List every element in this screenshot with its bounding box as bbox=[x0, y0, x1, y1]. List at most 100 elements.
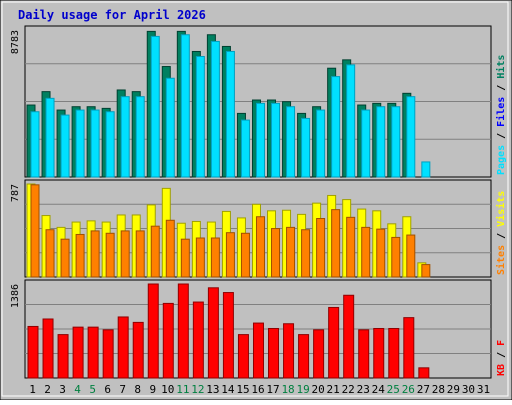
kb-panel-bar-kb bbox=[72, 326, 84, 379]
visits-panel-bar-sites bbox=[346, 216, 356, 278]
kb-panel-bar-kb bbox=[237, 334, 249, 379]
visits-panel-bar-sites bbox=[331, 209, 341, 278]
visits-panel-legend-separator: / bbox=[496, 227, 507, 245]
kb-panel-bar-kb bbox=[388, 327, 400, 379]
kb-panel-bar-kb bbox=[268, 327, 280, 379]
visits-panel-bar-sites bbox=[406, 234, 416, 278]
visits-panel-bar-sites bbox=[105, 232, 115, 278]
hits-panel-legend: Pages / Files / Hits bbox=[495, 55, 507, 175]
x-tick-label: 6 bbox=[104, 383, 111, 396]
hits-panel-bar-pages bbox=[30, 111, 40, 178]
kb-panel-bar-kb bbox=[252, 322, 264, 379]
kb-panel-bar-kb bbox=[42, 318, 54, 379]
kb-panel-legend-separator: / bbox=[496, 346, 507, 364]
chart-title: Daily usage for April 2026 bbox=[18, 8, 206, 22]
x-tick-label: 5 bbox=[89, 383, 96, 396]
kb-panel-bar-kb bbox=[102, 329, 114, 379]
x-tick-label: 13 bbox=[206, 383, 219, 396]
visits-panel: 787 Sites / Visits bbox=[10, 179, 507, 278]
hits-panel-bar-pages bbox=[331, 76, 341, 178]
kb-panel-bar-kb bbox=[192, 301, 204, 379]
visits-panel-bar-sites bbox=[75, 233, 85, 278]
x-tick-label: 20 bbox=[312, 383, 325, 396]
hits-panel-ymax-label: 8783 bbox=[10, 30, 21, 54]
visits-panel-legend-sites: Sites bbox=[495, 245, 507, 275]
x-tick-label: 4 bbox=[74, 383, 81, 396]
visits-panel-bar-sites bbox=[195, 237, 205, 278]
hits-panel-legend-pages: Pages bbox=[496, 145, 507, 175]
hits-panel-bar-pages bbox=[135, 96, 145, 178]
hits-panel-bar-pages bbox=[225, 50, 235, 178]
x-tick-label: 2 bbox=[44, 383, 51, 396]
x-tick-label: 11 bbox=[176, 383, 189, 396]
hits-panel: 8783 Pages / Files / Hits bbox=[10, 25, 507, 178]
kb-panel-bar-kb bbox=[343, 294, 355, 379]
x-tick-label: 3 bbox=[59, 383, 66, 396]
kb-panel-bar-kb bbox=[313, 329, 325, 379]
x-tick-label: 12 bbox=[191, 383, 204, 396]
hits-panel-bar-pages bbox=[180, 34, 190, 178]
x-tick-label: 10 bbox=[161, 383, 174, 396]
visits-panel-bar-sites bbox=[361, 226, 371, 278]
hits-panel-bar-pages bbox=[105, 111, 115, 178]
hits-panel-bar-pages bbox=[255, 102, 265, 178]
visits-panel-bar-sites bbox=[165, 219, 175, 278]
x-tick-label: 7 bbox=[119, 383, 126, 396]
visits-panel-bar-sites bbox=[240, 232, 250, 278]
kb-panel-bar-kb bbox=[298, 334, 310, 379]
x-tick-label: 18 bbox=[281, 383, 294, 396]
visits-panel-bar-sites bbox=[60, 238, 70, 278]
chart-inner-border bbox=[1, 1, 509, 397]
x-tick-label: 14 bbox=[221, 383, 235, 396]
kb-panel-bar-kb bbox=[403, 317, 415, 379]
hits-panel-legend-separator: / bbox=[496, 127, 507, 145]
kb-panel-bar-kb bbox=[328, 306, 340, 379]
hits-panel-bar-pages bbox=[90, 109, 100, 178]
hits-panel-bar-pages bbox=[210, 40, 220, 178]
kb-panel-bar-kb bbox=[283, 323, 295, 379]
visits-panel-bar-sites bbox=[120, 230, 130, 278]
hits-panel-bar-pages bbox=[150, 35, 160, 178]
hits-panel-bar-pages bbox=[271, 102, 281, 178]
hits-panel-legend-files: Files bbox=[495, 97, 507, 127]
x-tick-label: 8 bbox=[134, 383, 141, 396]
visits-panel-bar-sites bbox=[135, 230, 145, 278]
kb-panel-bar-kb bbox=[87, 326, 99, 379]
visits-panel-bar-sites bbox=[45, 229, 55, 278]
visits-panel-bar-sites bbox=[376, 228, 386, 278]
x-tick-label: 31 bbox=[477, 383, 490, 396]
hits-panel-bar-pages bbox=[240, 119, 250, 178]
kb-panel-bar-kb bbox=[373, 327, 385, 379]
visits-panel-bar-sites bbox=[150, 225, 160, 278]
hits-panel-bar-pages bbox=[406, 96, 416, 178]
visits-panel-bar-sites bbox=[286, 226, 296, 278]
kb-panel-bar-kb bbox=[147, 283, 159, 379]
visits-panel-legend: Sites / Visits bbox=[495, 191, 507, 275]
x-axis: 1 2 3 4 5 6 7 8 9 10 11 12 13 14 15 16 17 18 19 20 21 22 23 24 2… bbox=[29, 383, 490, 396]
x-tick-label: 29 bbox=[447, 383, 460, 396]
kb-panel-bar-kb bbox=[27, 325, 39, 379]
kb-panel-bar-kb bbox=[132, 321, 144, 379]
hits-panel-bar-pages bbox=[75, 109, 85, 178]
kb-panel-bar-kb bbox=[222, 292, 234, 379]
hits-panel-bar-pages bbox=[316, 109, 326, 178]
visits-panel-bar-sites bbox=[271, 228, 281, 278]
hits-panel-bar-pages bbox=[361, 109, 371, 178]
visits-panel-bar-sites bbox=[421, 264, 431, 278]
visits-panel-bar-sites bbox=[301, 229, 311, 278]
hits-panel-bar-pages bbox=[120, 96, 130, 178]
hits-panel-bar-pages bbox=[376, 106, 386, 178]
hits-panel-bar-pages bbox=[391, 106, 401, 178]
visits-panel-bar-sites bbox=[255, 216, 265, 278]
kb-panel-bar-kb bbox=[418, 367, 430, 379]
visits-panel-bar-sites bbox=[90, 230, 100, 278]
kb-panel-bar-kb bbox=[358, 329, 370, 379]
kb-panel-legend-kb: KB bbox=[496, 364, 507, 376]
hits-panel-bar-pages bbox=[60, 114, 70, 178]
hits-panel-bar-pages bbox=[165, 77, 175, 178]
visits-panel-bar-sites bbox=[225, 232, 235, 278]
x-tick-label: 9 bbox=[149, 383, 156, 396]
visits-panel-bar-sites bbox=[316, 218, 326, 278]
